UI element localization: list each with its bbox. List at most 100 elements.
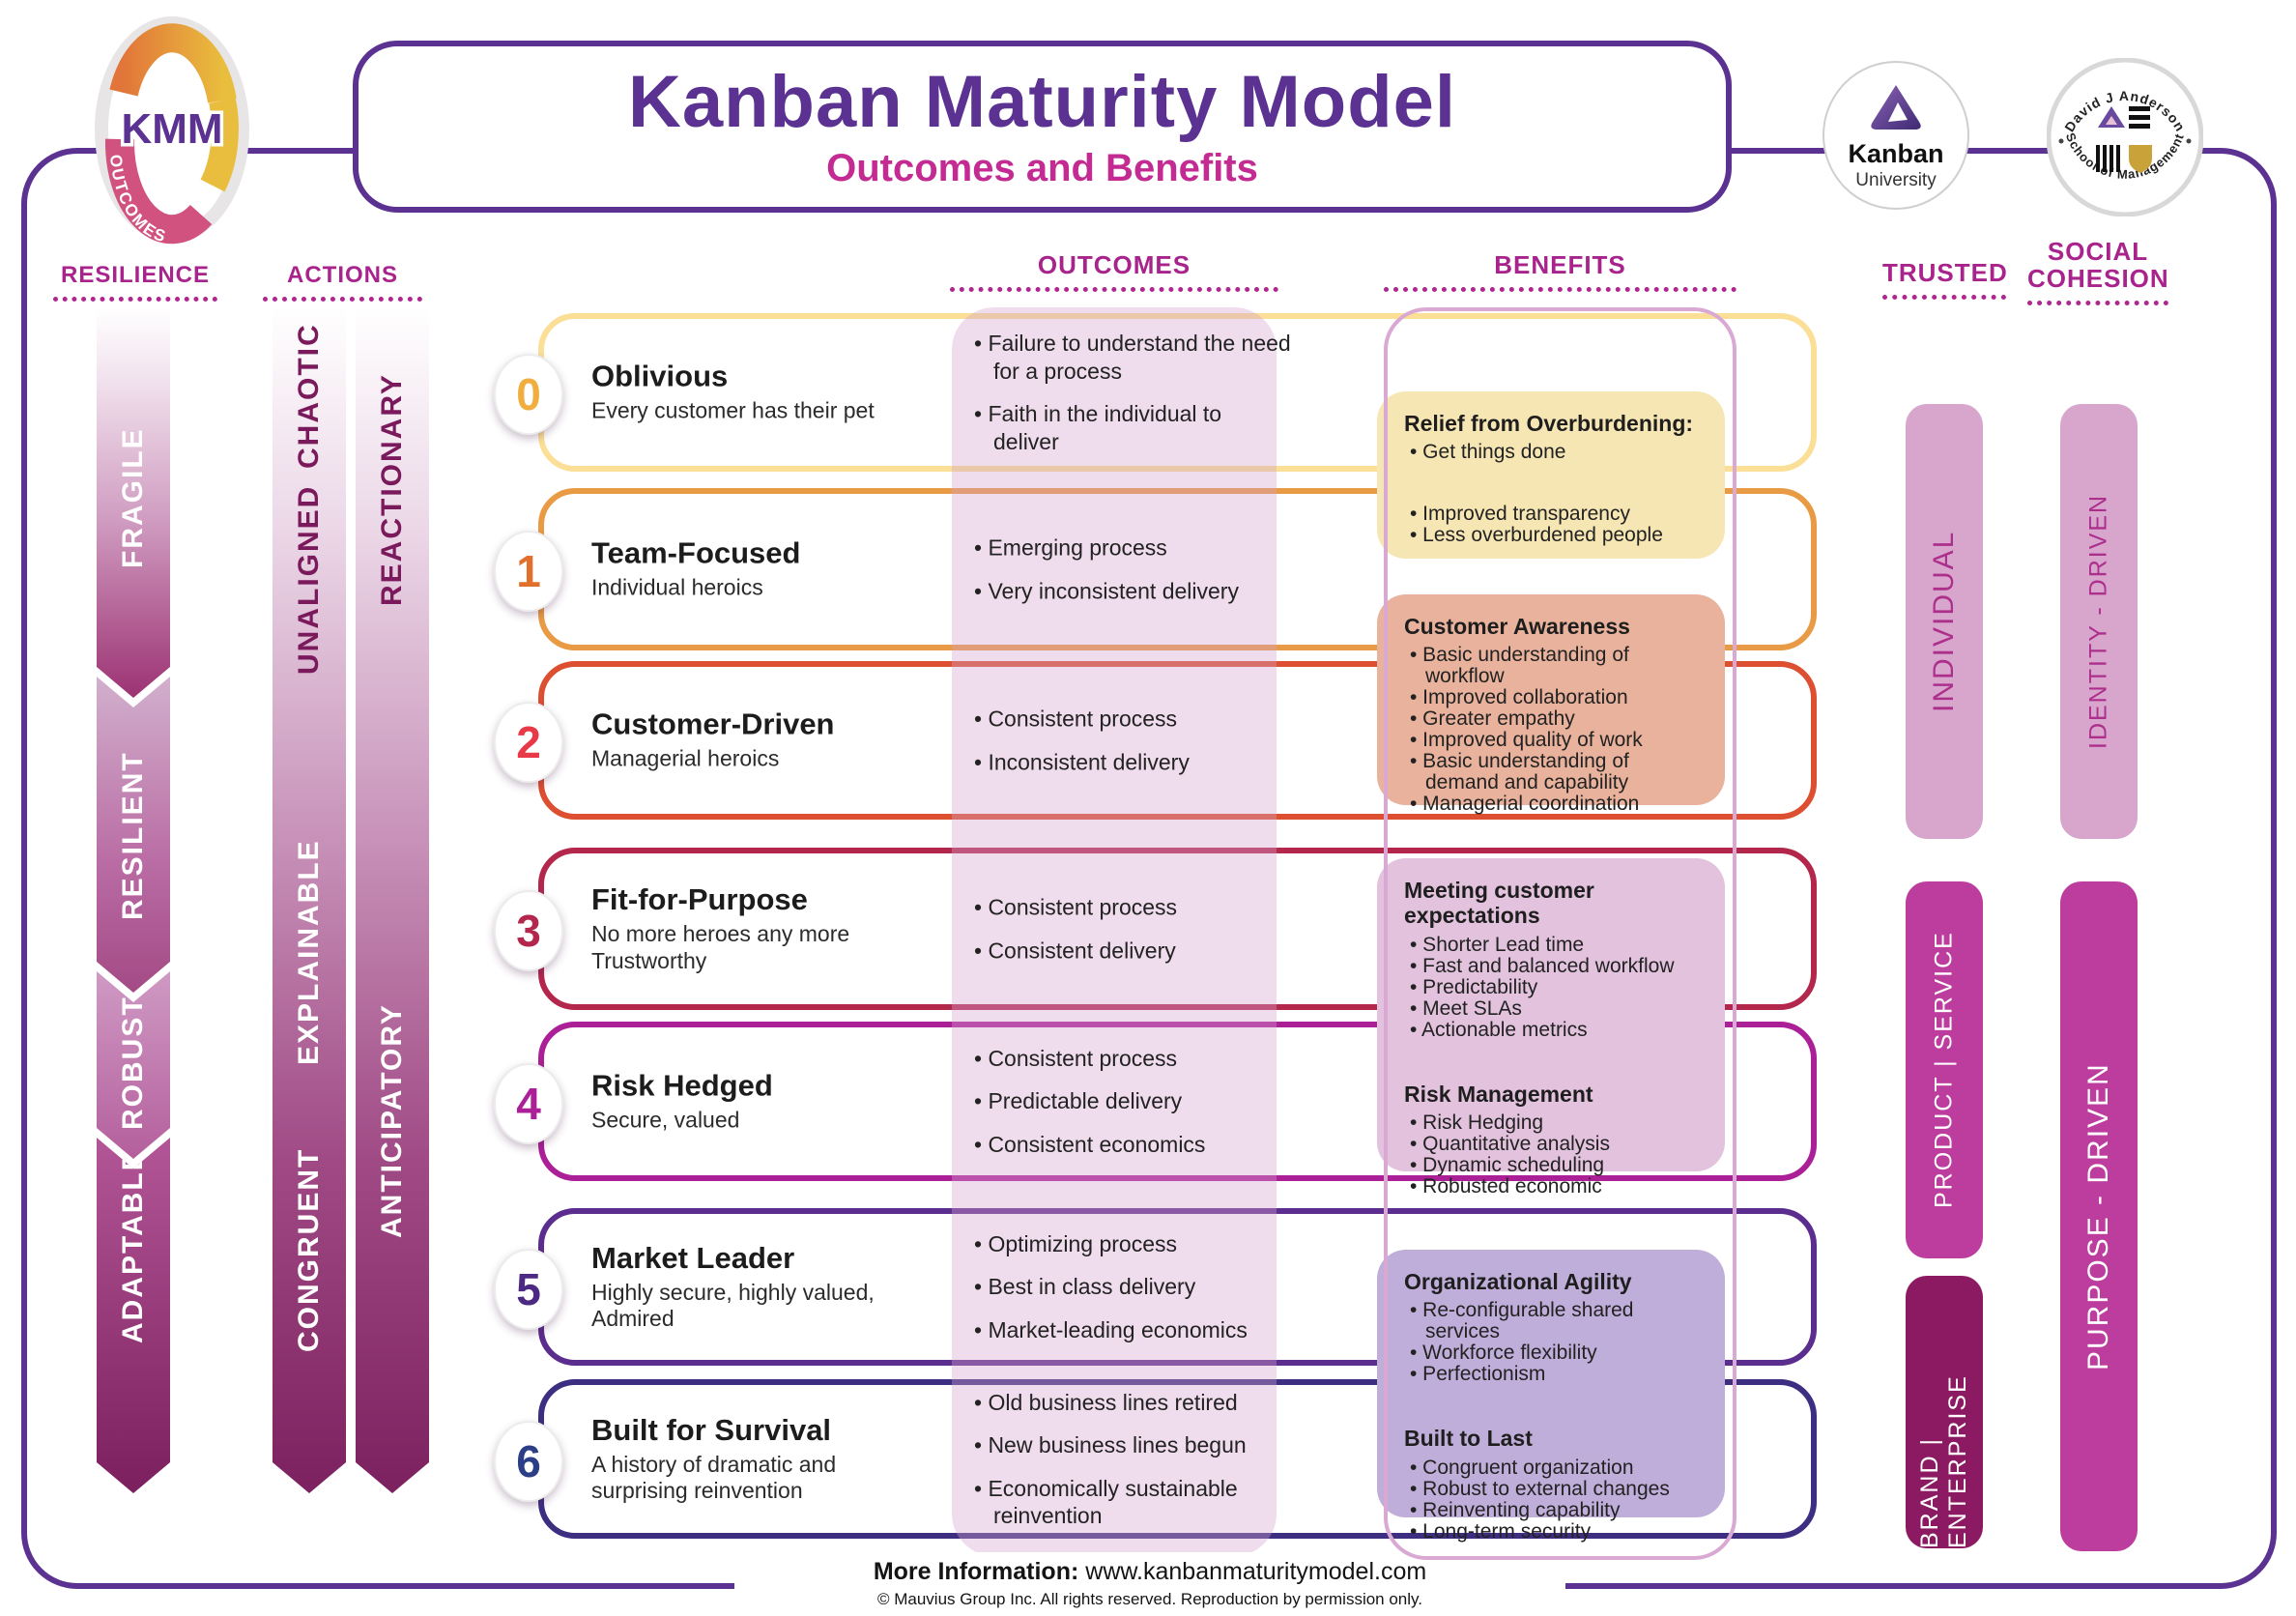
level-subtitle: No more heroes any more Trustworthy: [591, 920, 850, 973]
resilience-segment: ROBUST: [97, 971, 170, 1159]
benefit-item: • Meet SLAs: [1410, 996, 1522, 1020]
level-label: Market Leader Highly secure, highly value…: [591, 1241, 949, 1332]
title-box: Kanban Maturity Model Outcomes and Benef…: [353, 41, 1732, 213]
header-outcomes: OUTCOMES: [950, 251, 1278, 293]
header-social-cohesion: SOCIAL COHESION: [2027, 237, 2169, 306]
page-subtitle: Outcomes and Benefits: [826, 147, 1258, 189]
benefit-item: • Less overburdened people: [1410, 524, 1663, 547]
kanban-university-logo-icon: Kanban University: [1822, 61, 1969, 210]
level-outcomes: • Consistent process • Inconsistent deliv…: [974, 705, 1293, 775]
level-outcomes: • Failure to understand the need for a p…: [974, 330, 1293, 455]
footer-copyright: © Mauvius Group Inc. All rights reserved…: [876, 1589, 1422, 1608]
level-title: Oblivious: [591, 359, 729, 393]
level-number-circle: 4: [494, 1062, 563, 1144]
benefit-box: Relief from Overburdening: • Get things d…: [1377, 391, 1725, 559]
level-number-circle: 6: [494, 1420, 563, 1502]
benefit-item: • Fast and balanced workflow: [1410, 954, 1675, 977]
level-title: Built for Survival: [591, 1412, 832, 1447]
resilience-segment: FRAGILE: [97, 307, 170, 698]
footer-info-label: More Information:: [873, 1557, 1079, 1585]
anderson-school-logo-icon: David J Anderson School of Management: [2047, 58, 2203, 216]
trusted-bar: BRAND | ENTERPRISE: [1906, 1276, 1983, 1548]
bar-label: IDENTITY - DRIVEN: [2084, 493, 2112, 750]
resilience-segment: ADAPTABLE: [97, 1138, 170, 1493]
kmm-logo-text: KMM: [121, 105, 222, 153]
resilience-segment: RESILIENT: [97, 677, 170, 993]
arrow-label: CONGRUENT: [293, 1147, 325, 1352]
level-number-circle: 1: [494, 531, 563, 612]
benefit-item: • Perfectionism: [1410, 1363, 1546, 1386]
header-benefits: BENEFITS: [1384, 251, 1736, 293]
header-trusted: TRUSTED: [1882, 259, 2007, 301]
level-outcomes: • Consistent process • Predictable delive…: [974, 1045, 1293, 1159]
benefit-section: Meeting customer expectations • Shorter L…: [1404, 878, 1708, 1041]
social-cohesion-bar: PURPOSE - DRIVEN: [2060, 881, 2138, 1551]
level-subtitle: Secure, valued: [591, 1107, 740, 1133]
level-number: 3: [516, 906, 541, 956]
arrow-label: FRAGILE: [117, 427, 149, 568]
benefit-item: • Dynamic scheduling: [1410, 1154, 1605, 1177]
benefit-section: Built to Last • Congruent organization • R…: [1404, 1426, 1708, 1542]
header-actions: ACTIONS: [263, 263, 422, 302]
benefit-item: • Re-configurable shared services: [1410, 1299, 1634, 1343]
benefit-item: • Reinventing capability: [1410, 1498, 1621, 1521]
trusted-bar: PRODUCT | SERVICE: [1906, 881, 1983, 1258]
benefit-section-title: Built to Last: [1404, 1426, 1533, 1452]
outcome-item: • Consistent economics: [974, 1131, 1206, 1157]
header-social-line2: COHESION: [2027, 264, 2169, 294]
footer: More Information: www.kanbanmaturitymode…: [734, 1552, 1565, 1614]
outcome-item: • Best in class delivery: [974, 1274, 1196, 1300]
benefit-box: Customer Awareness • Basic understanding …: [1377, 594, 1725, 815]
benefit-box: Organizational Agility • Re-configurable …: [1377, 1250, 1725, 1542]
level-number-circle: 2: [494, 702, 563, 783]
outcome-item: • Predictable delivery: [974, 1088, 1183, 1114]
benefit-item: • Congruent organization: [1410, 1456, 1634, 1479]
kanban-logo-line1: Kanban: [1848, 139, 1943, 168]
social-cohesion-bar: IDENTITY - DRIVEN: [2060, 404, 2138, 839]
benefit-box: Meeting customer expectations • Shorter L…: [1377, 858, 1725, 1198]
benefit-item: • Greater empathy: [1410, 707, 1575, 731]
benefit-item: • Basic understanding of workflow: [1410, 644, 1629, 688]
outcome-item: • Consistent process: [974, 1045, 1178, 1071]
level-number: 4: [516, 1078, 541, 1129]
benefit-item: • Improved transparency: [1410, 503, 1630, 526]
level-outcomes: • Old business lines retired • New busine…: [974, 1388, 1293, 1529]
footer-info-url: www.kanbanmaturitymodel.com: [1085, 1557, 1427, 1585]
outcome-item: • Consistent process: [974, 894, 1178, 920]
benefit-item: • Shorter Lead time: [1410, 933, 1585, 956]
level-number: 1: [516, 546, 541, 596]
benefit-section: Customer Awareness • Basic understanding …: [1404, 614, 1708, 815]
level-number: 5: [516, 1263, 541, 1314]
benefit-section-title: Risk Management: [1404, 1081, 1593, 1107]
benefit-item: • Improved collaboration: [1410, 686, 1628, 709]
outcome-item: • Old business lines retired: [974, 1389, 1238, 1415]
outcome-item: • Consistent delivery: [974, 938, 1176, 963]
outcome-item: • Very inconsistent delivery: [974, 578, 1239, 603]
level-subtitle: Individual heroics: [591, 574, 763, 600]
level-number: 2: [516, 717, 541, 767]
level-number-circle: 0: [494, 354, 563, 435]
kanban-logo-line2: University: [1855, 170, 1937, 190]
benefit-item: • Basic understanding of demand and capa…: [1410, 750, 1629, 794]
benefit-section: Risk Management • Risk Hedging • Quantitat…: [1404, 1082, 1708, 1198]
benefit-item: • Long-term security: [1410, 1519, 1592, 1543]
level-title: Risk Hedged: [591, 1068, 773, 1103]
outcome-item: • Emerging process: [974, 534, 1167, 561]
benefit-item: • Managerial coordination: [1410, 793, 1640, 816]
footer-info: More Information: www.kanbanmaturitymode…: [874, 1558, 1426, 1586]
header-social-line1: SOCIAL: [2047, 237, 2149, 266]
level-subtitle: Managerial heroics: [591, 745, 780, 771]
level-label: Oblivious Every customer has their pet: [591, 359, 949, 425]
arrow-label: REACTIONARY: [376, 373, 408, 607]
level-subtitle: A history of dramatic and surprising rei…: [591, 1451, 837, 1504]
level-outcomes: • Optimizing process • Best in class deli…: [974, 1230, 1293, 1344]
level-label: Built for Survival A history of dramatic …: [591, 1413, 949, 1504]
arrow-label: RESILIENT: [117, 751, 149, 921]
kmm-outcomes-logo-icon: KMM OUTCOMES: [95, 16, 249, 245]
benefit-section-title: Organizational Agility: [1404, 1269, 1632, 1294]
outcome-item: • Optimizing process: [974, 1230, 1178, 1256]
benefit-item: • Robust to external changes: [1410, 1477, 1670, 1500]
actions-arrow: CHAOTIC UNALIGNED EXPLAINABLE CONGRUENT: [273, 307, 346, 1493]
benefit-section-title: Relief from Overburdening:: [1404, 411, 1694, 436]
level-title: Customer-Driven: [591, 707, 835, 741]
